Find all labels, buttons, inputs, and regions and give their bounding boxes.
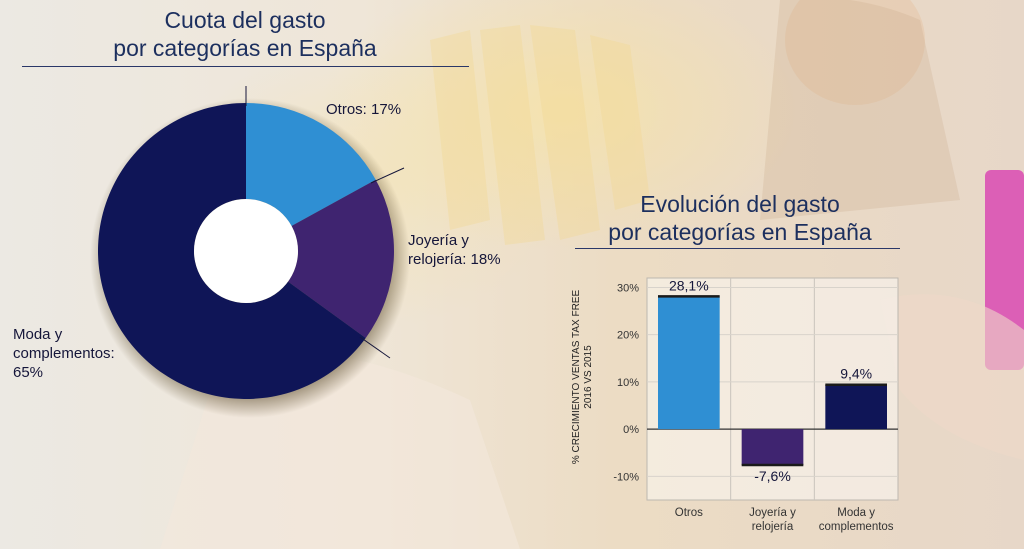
pie-title-line2: por categorías en España [113, 35, 377, 61]
bar-moda [825, 384, 887, 430]
pie-slice-joyeria [288, 179, 394, 338]
pie-slice-otros [246, 103, 376, 226]
bar-category-label-joyeria: relojería [752, 521, 794, 533]
bar-joyeria [741, 429, 804, 466]
pie-chart-title: Cuota del gasto por categorías en España [60, 6, 430, 62]
pie-label-joyeria-line2: relojería: 18% [408, 251, 501, 268]
bar-otros [658, 296, 720, 430]
bar-category-label-otros: Otros [675, 507, 703, 519]
bar-title-underline [575, 248, 900, 249]
pie-label-otros-text: Otros: 17% [326, 101, 402, 118]
pie-leader-line-moda [359, 336, 391, 359]
pie-label-joyeria: Joyería y relojería: 18% [408, 231, 501, 269]
pie-label-moda: Moda y complementos: 65% [13, 325, 115, 382]
pie-label-joyeria-line1: Joyería y [408, 232, 469, 249]
bar-y-tick-label: 30% [617, 282, 639, 294]
bar-title-line2: por categorías en España [608, 219, 872, 245]
bar-y-tick-label: 20% [617, 330, 639, 342]
pie-title-line1: Cuota del gasto [164, 7, 326, 33]
pie-label-moda-line1: Moda y [13, 326, 63, 343]
pie-slice-moda [97, 103, 366, 399]
bar-chart-title: Evolución del gasto por categorías en Es… [565, 190, 915, 246]
pie-label-otros: Otros: 17% [326, 100, 401, 119]
bar-value-label-moda: 9,4% [840, 366, 872, 382]
pie-label-moda-line3: 65% [13, 364, 44, 381]
bar-y-axis-title: % CRECIMIENTO VENTAS TAX FREE 2016 VS 20… [571, 277, 597, 477]
bar-y-tick-label: 0% [623, 424, 639, 436]
pie-title-underline [22, 66, 469, 67]
bar-category-label-moda: complementos [819, 521, 894, 533]
bar-y-axis-title-line2: 2016 VS 2015 [583, 345, 594, 409]
pie-label-moda-line2: complementos: [13, 345, 115, 362]
bar-title-line1: Evolución del gasto [640, 191, 840, 217]
bar-category-label-joyeria: Joyería y [749, 507, 796, 519]
bar-y-tick-label: 10% [617, 377, 639, 389]
bar-value-label-otros: 28,1% [669, 277, 709, 293]
bar-y-axis-title-line1: % CRECIMIENTO VENTAS TAX FREE [571, 289, 582, 465]
bar-value-label-joyeria: -7,6% [754, 468, 791, 484]
bar-y-tick-label: -10% [613, 471, 639, 483]
bar-category-label-moda: Moda y [837, 507, 875, 519]
pie-center-hole [194, 199, 298, 303]
pie-leader-line-joyeria [370, 167, 405, 184]
